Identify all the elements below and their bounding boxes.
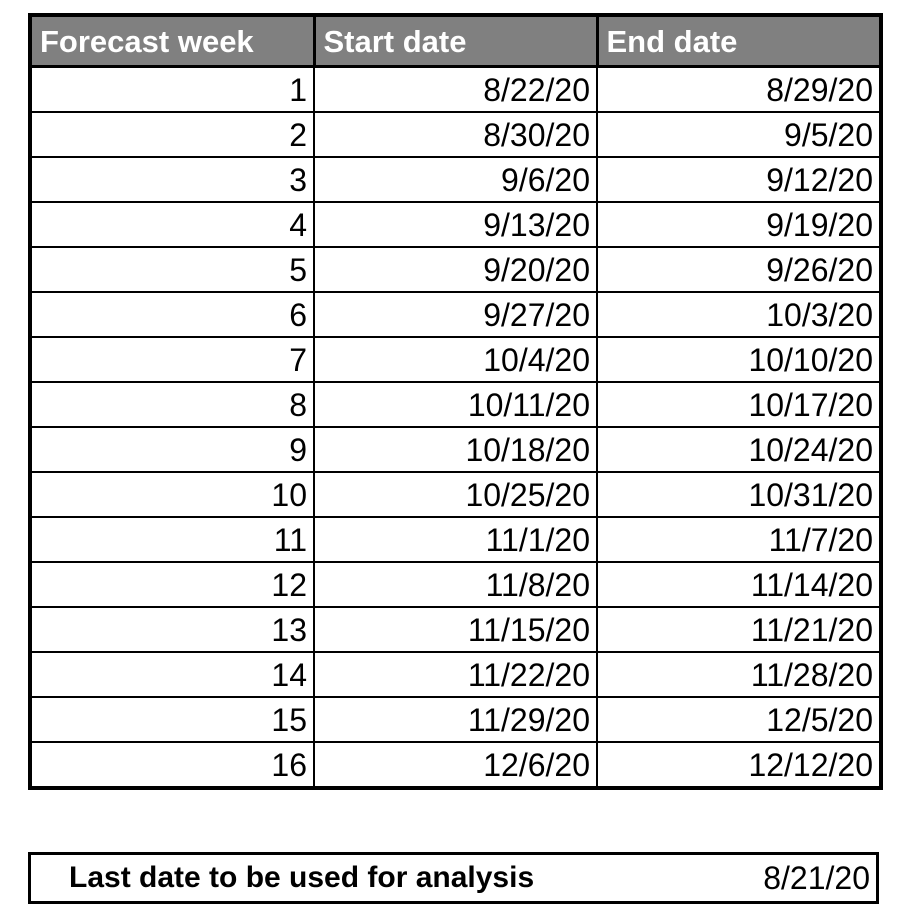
week-cell: 12 — [29, 561, 315, 608]
week-cell: 8 — [29, 381, 315, 428]
end-date-cell: 11/14/20 — [596, 561, 882, 608]
table-row: 15 11/29/20 12/5/20 — [29, 696, 882, 743]
start-date-cell: 9/27/20 — [313, 291, 598, 338]
week-cell: 10 — [29, 471, 315, 518]
start-date-cell: 11/22/20 — [313, 651, 598, 698]
column-header-forecast-week: Forecast week — [30, 15, 316, 68]
table-row: 11 11/1/20 11/7/20 — [29, 516, 882, 563]
start-date-cell: 8/22/20 — [313, 65, 598, 113]
end-date-cell: 10/10/20 — [596, 336, 882, 383]
week-cell: 16 — [29, 741, 315, 789]
header-row: Forecast week Start date End date — [30, 15, 883, 68]
start-date-cell: 8/30/20 — [313, 111, 598, 158]
start-date-cell: 11/29/20 — [313, 696, 598, 743]
start-date-cell: 9/20/20 — [313, 246, 598, 293]
start-date-cell: 12/6/20 — [313, 741, 598, 789]
last-date-value: 8/21/20 — [763, 859, 870, 896]
table-row: 7 10/4/20 10/10/20 — [29, 336, 882, 383]
week-cell: 11 — [29, 516, 315, 563]
end-date-cell: 11/28/20 — [596, 651, 882, 698]
table-row: 5 9/20/20 9/26/20 — [29, 246, 882, 293]
start-date-cell: 9/13/20 — [313, 201, 598, 248]
table-row: 9 10/18/20 10/24/20 — [29, 426, 882, 473]
last-date-summary: Last date to be used for analysis 8/21/2… — [28, 852, 879, 904]
week-cell: 6 — [29, 291, 315, 338]
start-date-cell: 10/18/20 — [313, 426, 598, 473]
table-row: 1 8/22/20 8/29/20 — [29, 65, 882, 113]
table-row: 12 11/8/20 11/14/20 — [29, 561, 882, 608]
start-date-cell: 11/15/20 — [313, 606, 598, 653]
table-row: 4 9/13/20 9/19/20 — [29, 201, 882, 248]
table-row: 8 10/11/20 10/17/20 — [29, 381, 882, 428]
week-cell: 4 — [29, 201, 315, 248]
start-date-cell: 10/11/20 — [313, 381, 598, 428]
week-cell: 7 — [29, 336, 315, 383]
week-cell: 2 — [29, 111, 315, 158]
end-date-cell: 9/5/20 — [596, 111, 882, 158]
table-row: 3 9/6/20 9/12/20 — [29, 156, 882, 203]
end-date-cell: 10/17/20 — [596, 381, 882, 428]
table-row: 2 8/30/20 9/5/20 — [29, 111, 882, 158]
table-row: 6 9/27/20 10/3/20 — [29, 291, 882, 338]
end-date-cell: 10/3/20 — [596, 291, 882, 338]
start-date-cell: 11/8/20 — [313, 561, 598, 608]
end-date-cell: 9/26/20 — [596, 246, 882, 293]
last-date-label: Last date to be used for analysis — [69, 861, 535, 894]
forecast-table: Forecast week Start date End date 1 8/22/… — [28, 13, 883, 790]
end-date-cell: 12/12/20 — [596, 741, 882, 789]
week-cell: 9 — [29, 426, 315, 473]
column-header-end-date: End date — [597, 15, 883, 68]
end-date-cell: 11/7/20 — [596, 516, 882, 563]
end-date-cell: 10/24/20 — [596, 426, 882, 473]
end-date-cell: 12/5/20 — [596, 696, 882, 743]
week-cell: 1 — [29, 65, 315, 113]
start-date-cell: 10/25/20 — [313, 471, 598, 518]
week-cell: 13 — [29, 606, 315, 653]
week-cell: 3 — [29, 156, 315, 203]
end-date-cell: 9/12/20 — [596, 156, 882, 203]
table-body: 1 8/22/20 8/29/20 2 8/30/20 9/5/20 3 9/6/20 9/12… — [29, 65, 882, 789]
week-cell: 15 — [29, 696, 315, 743]
start-date-cell: 9/6/20 — [313, 156, 598, 203]
week-cell: 5 — [29, 246, 315, 293]
table-row: 14 11/22/20 11/28/20 — [29, 651, 882, 698]
start-date-cell: 11/1/20 — [313, 516, 598, 563]
end-date-cell: 10/31/20 — [596, 471, 882, 518]
table-row: 13 11/15/20 11/21/20 — [29, 606, 882, 653]
table-row: 10 10/25/20 10/31/20 — [29, 471, 882, 518]
end-date-cell: 11/21/20 — [596, 606, 882, 653]
end-date-cell: 9/19/20 — [596, 201, 882, 248]
start-date-cell: 10/4/20 — [313, 336, 598, 383]
column-header-start-date: Start date — [314, 15, 599, 68]
end-date-cell: 8/29/20 — [596, 65, 882, 113]
week-cell: 14 — [29, 651, 315, 698]
table-row: 16 12/6/20 12/12/20 — [29, 741, 882, 789]
